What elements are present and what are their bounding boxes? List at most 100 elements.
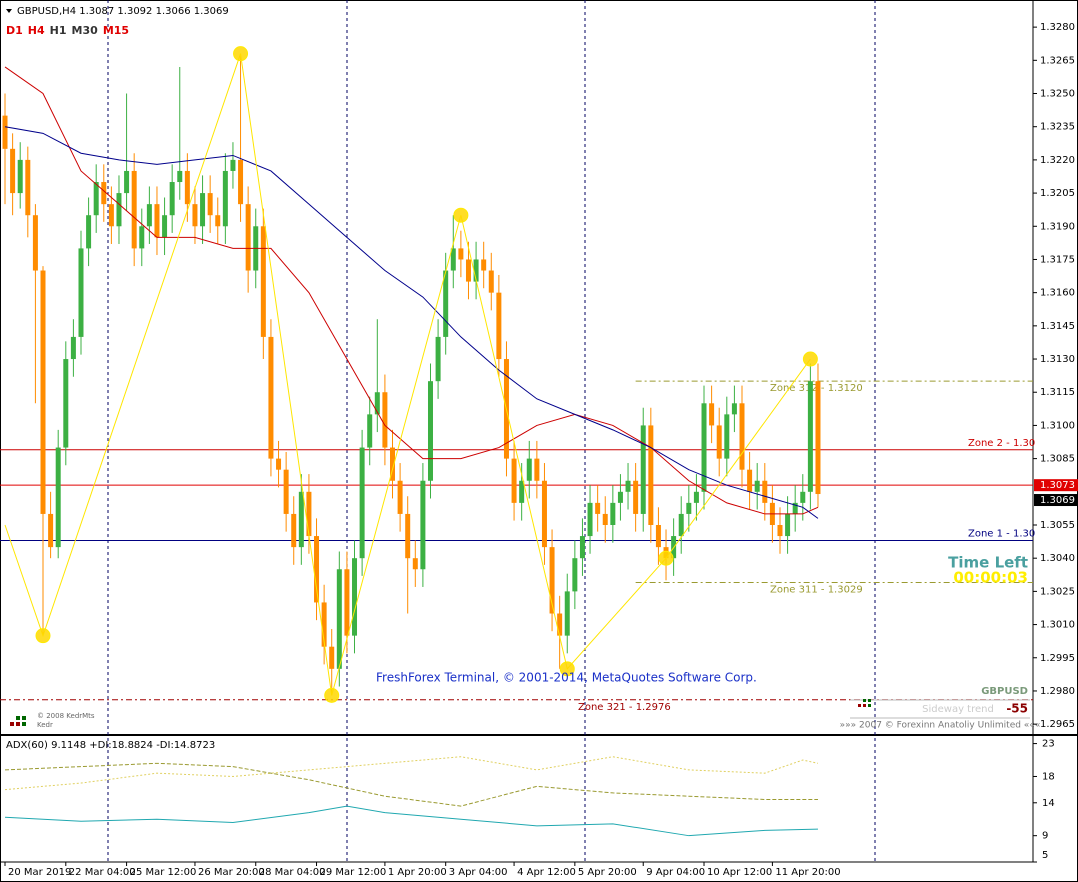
candle-body <box>709 403 715 426</box>
zone-label: Zone 2 - 1.30 <box>968 438 1035 449</box>
candle-body <box>146 204 152 227</box>
candle-body <box>306 491 312 537</box>
y-tick-label: 1.3130 <box>1040 354 1075 365</box>
logo-text: Kedr <box>37 721 53 729</box>
moving-average <box>4 66 819 515</box>
adx-line <box>4 756 819 791</box>
timeframe-button[interactable]: D1 <box>6 24 23 37</box>
candle-body <box>739 403 745 470</box>
candle-body <box>587 502 593 537</box>
candle-body <box>785 513 791 537</box>
x-tick-label: 26 Mar 20:00 <box>198 867 265 878</box>
candle-body <box>40 270 46 514</box>
candle-body <box>245 204 251 271</box>
candle-body <box>800 491 806 503</box>
candle-body <box>579 536 585 559</box>
adx-line <box>4 805 818 837</box>
y-tick-label: 1.3280 <box>1040 22 1075 33</box>
candle-body <box>541 480 547 548</box>
candle-body <box>291 513 297 548</box>
adx-tick-label: 5 <box>1042 850 1048 861</box>
x-tick-label: 11 Apr 20:00 <box>775 867 840 878</box>
candle-body <box>420 480 426 570</box>
y-tick-label: 1.3025 <box>1040 586 1075 597</box>
candle-body <box>473 259 479 282</box>
candle-body <box>314 536 320 603</box>
zigzag-point <box>559 661 575 677</box>
adx-tick-label: 18 <box>1042 771 1055 782</box>
zigzag-point <box>802 351 818 367</box>
candle-body <box>139 226 145 249</box>
candle-body <box>25 159 31 216</box>
candle-body <box>792 502 798 514</box>
candle-body <box>367 414 373 448</box>
zigzag-point <box>35 628 51 644</box>
candle-body <box>382 392 388 448</box>
candle-body <box>321 602 327 647</box>
y-tick-label: 1.3010 <box>1040 620 1075 631</box>
candle-body <box>298 491 304 548</box>
logo-text: © 2008 KedrMts <box>37 712 95 720</box>
trend-icon <box>858 699 871 707</box>
timeframe-button[interactable]: M15 <box>103 24 129 37</box>
candle-body <box>526 458 532 481</box>
trend-value: -55 <box>1006 702 1028 716</box>
candle-body <box>610 502 616 525</box>
x-tick-label: 5 Apr 20:00 <box>578 867 637 878</box>
candle-body <box>405 513 411 559</box>
timeframe-button[interactable]: H4 <box>28 24 45 37</box>
menu-arrow[interactable] <box>6 9 12 13</box>
timeframe-button[interactable]: H1 <box>50 24 67 37</box>
candle-body <box>222 170 228 227</box>
candle-body <box>564 591 570 636</box>
candle-body <box>177 170 183 183</box>
candle-body <box>101 182 107 205</box>
candle-body <box>701 403 707 492</box>
candle-body <box>329 646 335 669</box>
y-tick-label: 1.2995 <box>1040 653 1075 664</box>
y-tick-label: 1.2980 <box>1040 686 1075 697</box>
adx-title: ADX(60) 9.1148 +DI:18.8824 -DI:14.8723 <box>6 740 215 751</box>
y-tick-label: 1.3250 <box>1040 89 1075 100</box>
candle-body <box>169 182 175 216</box>
x-tick-label: 22 Mar 04:00 <box>69 867 136 878</box>
adx-tick-label: 9 <box>1042 831 1048 842</box>
candle-body <box>70 336 76 360</box>
candle-body <box>268 336 274 459</box>
candle-body <box>465 259 471 282</box>
candle-body <box>481 259 487 271</box>
candle-body <box>602 513 608 525</box>
timeframe-button[interactable]: M30 <box>72 24 99 37</box>
x-tick-label: 1 Apr 20:00 <box>388 867 447 878</box>
x-tick-label: 4 Apr 12:00 <box>517 867 576 878</box>
price-label: 1.3069 <box>1040 495 1075 506</box>
candle-body <box>496 292 502 360</box>
candle-body <box>633 480 639 514</box>
candle-body <box>162 215 168 238</box>
candle-body <box>534 458 540 481</box>
candle-body <box>678 513 684 537</box>
candle-body <box>511 458 517 503</box>
candle-body <box>625 480 631 492</box>
candle-body <box>458 248 464 260</box>
candle-body <box>276 458 282 470</box>
moving-average <box>4 126 819 519</box>
zigzag-point <box>324 687 340 703</box>
zone-label: Zone 311 - 1.3029 <box>770 585 863 596</box>
candle-body <box>344 569 350 636</box>
candle-body <box>17 159 23 194</box>
candle-body <box>200 193 206 227</box>
price-label: 1.3073 <box>1040 480 1075 491</box>
candle-body <box>336 569 342 669</box>
candle-body <box>352 558 358 636</box>
candle-body <box>230 159 236 171</box>
candle-body <box>648 425 654 525</box>
candle-body <box>572 558 578 592</box>
y-tick-label: 1.2965 <box>1040 719 1075 730</box>
x-tick-label: 3 Apr 04:00 <box>449 867 508 878</box>
candle-body <box>2 115 8 149</box>
candle-body <box>32 215 38 271</box>
x-tick-label: 28 Mar 04:00 <box>259 867 326 878</box>
y-tick-label: 1.3235 <box>1040 122 1075 133</box>
candle-body <box>55 447 61 548</box>
